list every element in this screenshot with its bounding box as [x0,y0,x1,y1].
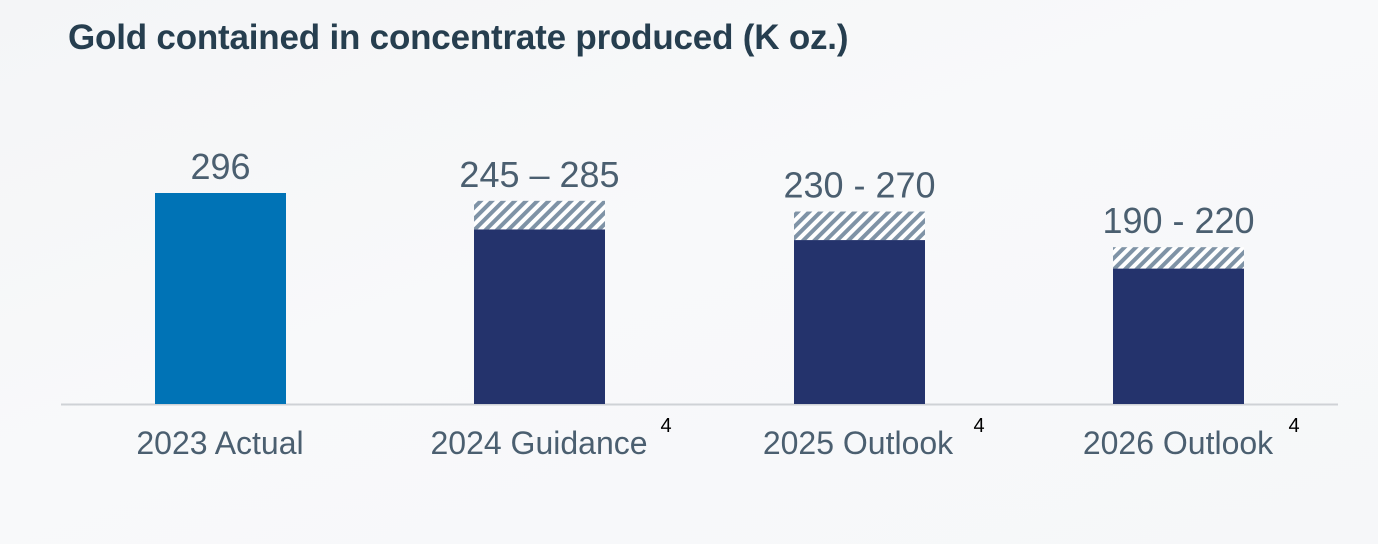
x-tick-label-3: 2025 Outlook [763,425,954,461]
chart-title: Gold contained in concentrate produced (… [68,18,849,57]
footnote-marker-3: 4 [973,415,984,437]
bar-range-3 [794,211,925,241]
bar-4 [1113,268,1244,404]
bar-1 [155,193,286,404]
data-label-1: 296 [190,146,250,187]
data-label-2: 245 – 285 [459,154,619,195]
x-tick-label-4: 2026 Outlook [1083,425,1274,461]
x-tick-label-2: 2024 Guidance [430,425,647,461]
bar-3 [794,240,925,404]
bar-range-4 [1113,247,1244,269]
data-label-4: 190 - 220 [1102,200,1254,241]
footnote-marker-4: 4 [1288,415,1299,437]
data-label-3: 230 - 270 [783,165,935,206]
footnote-marker-2: 4 [660,415,671,437]
bar-range-2 [474,200,605,230]
bar-2 [474,229,605,404]
x-tick-label-1: 2023 Actual [136,425,303,461]
